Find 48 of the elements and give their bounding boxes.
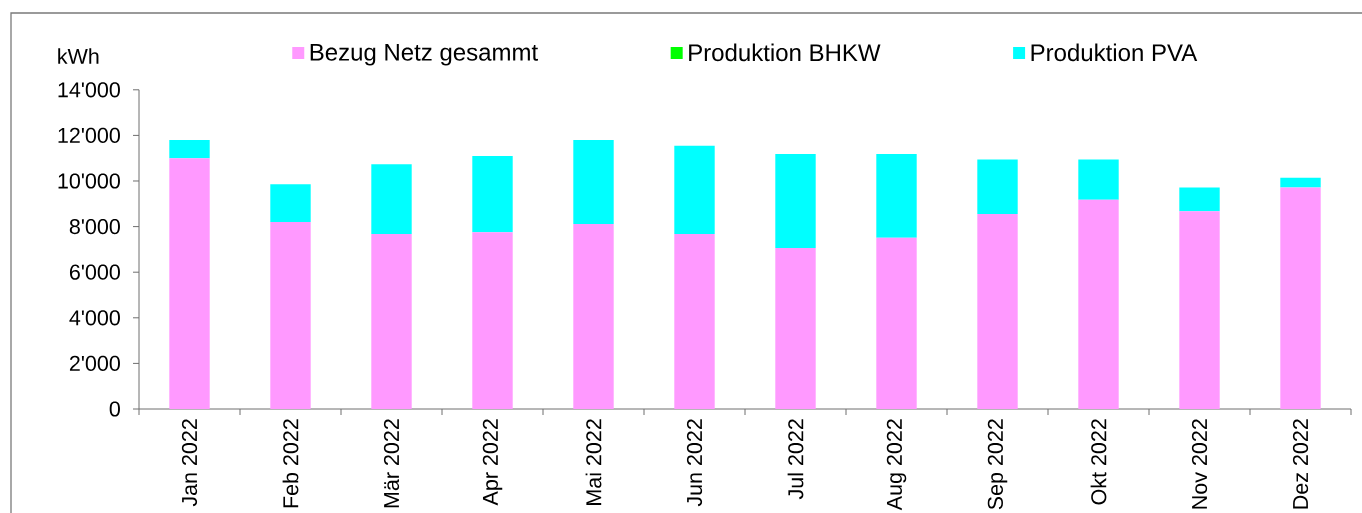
y-tick-label: 0 <box>109 401 120 417</box>
bar <box>472 232 513 409</box>
y-tick-label: 8'000 <box>69 218 120 235</box>
y-axis-title: kWh <box>58 48 99 64</box>
bar <box>371 164 412 235</box>
bar <box>270 222 311 409</box>
x-tick-label: Okt 2022 <box>1090 419 1107 505</box>
bar <box>169 139 210 159</box>
bar <box>573 224 614 409</box>
x-tick-label: Jan 2022 <box>181 419 198 507</box>
bar <box>1078 199 1119 409</box>
y-tick-label: 6'000 <box>69 264 120 280</box>
x-tick-label: Sep 2022 <box>987 419 1008 510</box>
bar <box>1280 177 1321 188</box>
bar <box>1179 211 1220 409</box>
bar <box>876 237 917 409</box>
bar <box>876 154 917 238</box>
x-tick-label: Jul 2022 <box>787 419 804 500</box>
y-tick-label: 12'000 <box>58 127 120 143</box>
bar <box>775 248 816 409</box>
y-tick-label: 14'000 <box>58 82 120 98</box>
bar <box>977 214 1018 409</box>
bar <box>371 234 412 409</box>
x-tick-label: Feb 2022 <box>282 419 299 508</box>
x-tick-label: Aug 2022 <box>886 419 907 511</box>
legend-label: Produktion PVA <box>1031 43 1198 62</box>
x-tick-label: Dez 2022 <box>1292 419 1309 509</box>
bar <box>1179 187 1220 212</box>
legend-label: Produktion BHKW <box>689 43 881 62</box>
x-tick-label: Nov 2022 <box>1191 419 1208 509</box>
bar <box>573 139 614 225</box>
bar <box>270 184 311 223</box>
y-tick-label: 10'000 <box>58 173 120 189</box>
x-tick-label: Mai 2022 <box>585 419 602 505</box>
bar <box>977 159 1018 215</box>
legend-label: Bezug Netz gesammt <box>310 43 538 66</box>
y-tick-label: 2'000 <box>69 355 120 371</box>
bar <box>674 145 715 234</box>
bar <box>775 154 816 249</box>
x-tick-label: Jun 2022 <box>686 419 703 507</box>
bar <box>169 158 210 409</box>
x-tick-label: Mär 2022 <box>383 419 400 508</box>
bar <box>1078 159 1119 200</box>
bar <box>1280 187 1321 409</box>
bar <box>674 233 715 409</box>
bar <box>472 155 513 233</box>
x-tick-label: Apr 2022 <box>482 419 503 506</box>
y-tick-label: 4'000 <box>69 310 120 326</box>
